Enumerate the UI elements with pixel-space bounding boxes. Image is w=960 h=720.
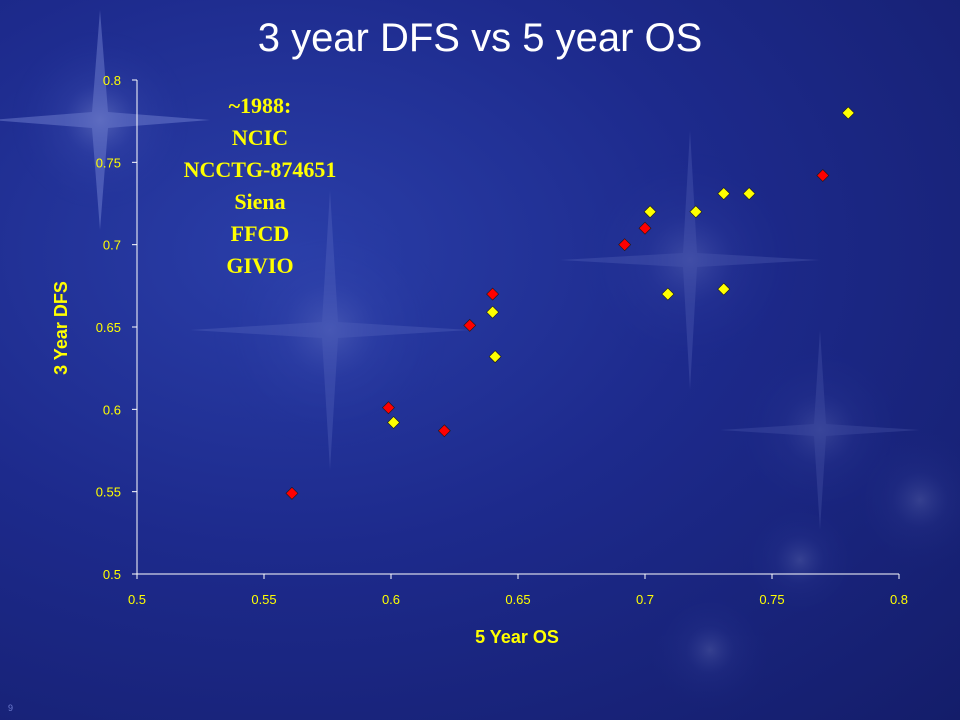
data-point-diamond xyxy=(285,486,299,500)
data-point-diamond xyxy=(816,169,830,182)
data-point-diamond xyxy=(742,187,756,201)
data-point-diamond xyxy=(643,205,657,219)
star-decoration xyxy=(190,190,470,470)
data-point-diamond xyxy=(689,205,703,219)
x-axis-label: 5 Year OS xyxy=(475,627,559,647)
note-line: GIVIO xyxy=(226,253,294,278)
x-tick-label: 0.6 xyxy=(382,592,400,607)
x-tick-label: 0.55 xyxy=(251,592,276,607)
data-point-diamond xyxy=(841,106,855,120)
data-point-diamond xyxy=(382,401,395,415)
data-point-diamond xyxy=(638,221,652,235)
x-tick-label: 0.8 xyxy=(890,592,908,607)
star-decoration xyxy=(560,130,820,390)
x-tick-label: 0.65 xyxy=(505,592,530,607)
note-line: NCCTG-874651 xyxy=(183,157,337,182)
data-point-diamond xyxy=(717,187,731,201)
x-tick-label: 0.75 xyxy=(759,592,784,607)
star-decoration xyxy=(650,430,960,710)
y-tick-label: 0.7 xyxy=(103,238,121,253)
data-point-diamond xyxy=(618,238,632,252)
slide-number: 9 xyxy=(8,703,14,713)
data-point-diamond xyxy=(661,287,675,301)
y-tick-label: 0.55 xyxy=(96,485,121,500)
note-line: Siena xyxy=(234,189,286,214)
x-tick-label: 0.5 xyxy=(128,592,146,607)
data-point-diamond xyxy=(486,287,500,301)
data-points xyxy=(285,106,855,500)
y-axis-label: 3 Year DFS xyxy=(51,281,71,375)
data-point-diamond xyxy=(463,318,477,332)
tick-labels: 0.5 0.55 0.6 0.65 0.7 0.75 0.8 0.5 0.55 0.6 0.65 0.… xyxy=(96,73,908,607)
data-point-diamond xyxy=(717,282,731,296)
y-tick-label: 0.5 xyxy=(103,567,121,582)
x-tick-label: 0.7 xyxy=(636,592,654,607)
y-tick-label: 0.75 xyxy=(96,155,121,170)
slide-title: 3 year DFS vs 5 year OS xyxy=(257,16,703,60)
data-point-diamond xyxy=(387,416,400,429)
note-line: FFCD xyxy=(230,221,290,246)
study-list-annotation: ~1988: NCIC NCCTG-874651 Siena FFCD GIVI… xyxy=(160,90,360,282)
y-tick-label: 0.65 xyxy=(96,320,121,335)
note-line: NCIC xyxy=(231,125,289,150)
y-tick-label: 0.8 xyxy=(103,73,121,88)
data-point-diamond xyxy=(486,305,500,319)
data-point-diamond xyxy=(488,350,502,364)
y-tick-label: 0.6 xyxy=(103,402,121,417)
chart-axes xyxy=(132,79,900,579)
star-decoration xyxy=(0,10,210,230)
note-line: ~1988: xyxy=(228,93,292,118)
data-point-diamond xyxy=(437,424,451,438)
